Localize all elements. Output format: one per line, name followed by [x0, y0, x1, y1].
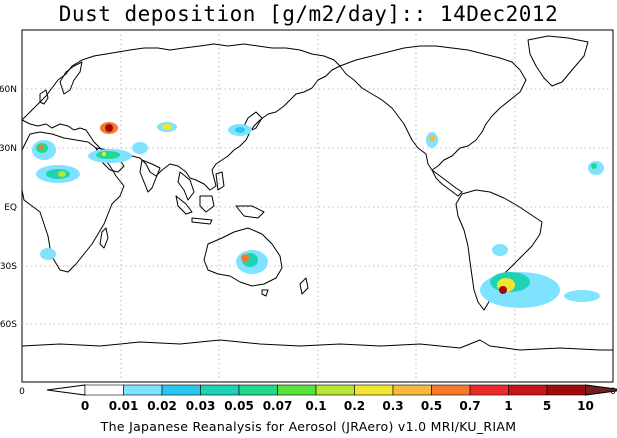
borneo-coastline: [199, 195, 215, 213]
colorbar-labels: 0 0.01 0.02 0.03 0.05 0.07 0.1 0.2 0.3 0.5 0.7 1 5 10: [81, 399, 594, 413]
map-frame: [21, 29, 614, 383]
uk-coastline: [39, 89, 49, 105]
antarctica-coastline: [21, 339, 613, 351]
colorbar: [46, 384, 617, 396]
dust-argentina-north: [492, 244, 508, 256]
new-guinea-coastline: [235, 205, 265, 219]
colorbar-swatch: [392, 384, 432, 396]
colorbar-tick-label: 0.02: [147, 399, 177, 413]
madagascar-coastline: [99, 227, 109, 249]
lat-label-30s: 30S: [0, 262, 17, 272]
indochina-coastline: [177, 171, 195, 201]
lat-label-60s: 60S: [0, 320, 17, 330]
colorbar-tick-label: 0: [81, 399, 89, 413]
philippines-coastline: [215, 171, 225, 191]
lat-label-30n: 30N: [0, 144, 17, 154]
colorbar-tick-label: 1: [504, 399, 512, 413]
colorbar-swatch: [431, 384, 471, 396]
australia-coastline: [203, 227, 283, 287]
tasmania-coastline: [261, 289, 269, 297]
dust-mexico-peak: [429, 135, 435, 141]
colorbar-tick-label: 0.7: [459, 399, 480, 413]
colorbar-tick-label: 0.05: [224, 399, 254, 413]
dust-contours: [32, 122, 604, 308]
dust-central-asia-peak: [105, 124, 113, 132]
colorbar-swatch: [200, 384, 240, 396]
central-america-coastline: [431, 169, 463, 197]
dust-west-africa-coast-core: [591, 163, 597, 169]
footer-credit: The Japanese Reanalysis for Aerosol (JRA…: [100, 419, 517, 434]
colorbar-swatch: [469, 384, 509, 396]
colorbar-swatch: [546, 384, 586, 396]
axis-zero-right: 0: [610, 387, 616, 397]
colorbar-tick-label: 0.5: [421, 399, 442, 413]
africa-coastline: [21, 131, 125, 273]
greenland-coastline: [527, 35, 589, 87]
colorbar-tick-label: 0.01: [109, 399, 139, 413]
lat-label-60n: 60N: [0, 85, 17, 95]
sumatra-coastline: [175, 195, 193, 215]
dust-iran: [132, 142, 148, 154]
java-coastline: [191, 217, 213, 225]
colorbar-tick-label: 10: [577, 399, 594, 413]
colorbar-swatch: [123, 384, 163, 396]
colorbar-swatch: [508, 384, 548, 396]
north-america-coastline: [339, 45, 527, 171]
axis-zero-left: 0: [19, 387, 25, 397]
dust-sahara-west-peak: [38, 144, 44, 150]
dust-south-atlantic: [564, 290, 600, 302]
graticule: [22, 30, 613, 382]
dust-arabia-core: [96, 151, 120, 159]
india-coastline: [139, 159, 161, 193]
colorbar-tick-label: 0.03: [186, 399, 216, 413]
dust-south-africa: [40, 248, 56, 260]
colorbar-swatch: [315, 384, 355, 396]
dust-patagonia-peak: [499, 286, 507, 294]
lat-label-eq: EQ: [4, 203, 17, 213]
new-zealand-coastline: [299, 277, 309, 295]
dust-arabia-peak: [102, 152, 106, 156]
dust-sahara-central-peak: [58, 171, 66, 177]
dust-gobi-core: [235, 127, 245, 133]
colorbar-swatch: [354, 384, 394, 396]
colorbar-arrow-low: [46, 384, 86, 396]
colorbar-tick-label: 0.07: [263, 399, 293, 413]
dust-taklimakan-core: [162, 124, 172, 130]
colorbar-tick-label: 5: [543, 399, 551, 413]
latitude-labels: 60N 30N EQ 30S 60S: [0, 85, 17, 330]
scandinavia-coastline: [59, 61, 83, 95]
colorbar-tick-label: 0.3: [382, 399, 403, 413]
colorbar-tick-label: 0.2: [344, 399, 365, 413]
map-title: Dust deposition [g/m2/day]:: 14Dec2012: [58, 2, 559, 26]
colorbar-swatch: [161, 384, 201, 396]
colorbar-tick-label: 0.1: [305, 399, 326, 413]
colorbar-swatch: [84, 384, 124, 396]
colorbar-arrow-high: [585, 384, 617, 396]
colorbar-swatch: [238, 384, 278, 396]
colorbar-swatch: [277, 384, 317, 396]
dust-australia-peak: [241, 254, 249, 262]
